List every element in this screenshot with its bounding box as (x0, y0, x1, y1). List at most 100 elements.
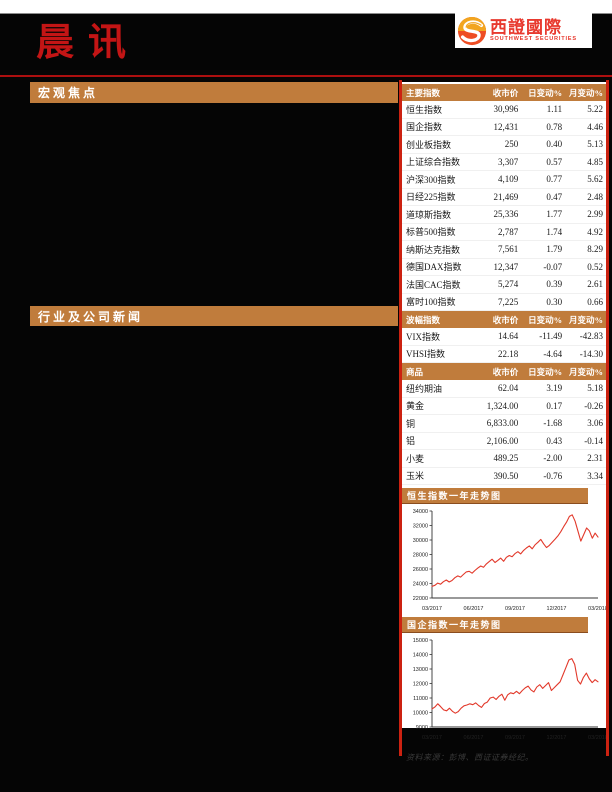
svg-text:14000: 14000 (413, 653, 428, 659)
table-row: 日经225指数 21,469 0.47 2.48 (402, 189, 606, 206)
value-cell: 0.40 (546, 139, 563, 150)
value-cell: 2,787 (498, 226, 519, 237)
value-cell: 2.31 (587, 453, 603, 464)
value-cell: 3.34 (587, 470, 603, 481)
instrument-name-cell: 纽约期油 (406, 383, 443, 394)
value-cell: 0.52 (587, 261, 603, 272)
instrument-name-cell: 纳斯达克指数 (406, 244, 461, 255)
value-cell: -0.26 (584, 400, 603, 411)
column-header-cell: 日变动% (528, 314, 563, 325)
value-cell: 2,106.00 (486, 435, 519, 446)
table-row: 沪深300指数 4,109 0.77 5.62 (402, 171, 606, 189)
table-row: 铝 2,106.00 0.43 -0.14 (402, 433, 606, 450)
value-cell: 62.04 (498, 383, 519, 394)
svg-text:03/2017: 03/2017 (422, 606, 442, 612)
value-cell: -0.14 (584, 435, 603, 446)
value-cell: 5.13 (587, 139, 603, 150)
instrument-name-cell: VHSI指数 (406, 349, 446, 360)
company-logo: 西證國際 SOUTHWEST SECURITIES (455, 13, 592, 48)
value-cell: 5.22 (587, 104, 603, 115)
table-section-header: 波幅指数 收市价 日变动% 月变动% (402, 311, 606, 328)
panel-border-right (606, 80, 609, 756)
svg-text:30000: 30000 (413, 538, 428, 544)
table-row: 纽约期油 62.04 3.19 5.18 (402, 380, 606, 398)
value-cell: 6,833.00 (486, 418, 519, 429)
value-cell: 4.46 (587, 121, 603, 132)
instrument-name-cell: 沪深300指数 (406, 174, 456, 185)
instrument-name-cell: 小麦 (406, 453, 425, 464)
instrument-name-cell: 德国DAX指数 (406, 262, 462, 273)
table-row: 玉米 390.50 -0.76 3.34 (402, 468, 606, 485)
column-header-cell: 收市价 (492, 87, 519, 98)
market-data-panel: 主要指数 收市价 日变动% 月变动% 恒生指数 30,996 1.11 5.22 国企指数 12,… (402, 82, 606, 762)
table-row: 创业板指数 250 0.40 5.13 (402, 136, 606, 154)
instrument-name-cell: 法国CAC指数 (406, 279, 461, 290)
column-header-cell: 月变动% (568, 87, 603, 98)
table-row: 道琼斯指数 25,336 1.77 2.99 (402, 206, 606, 224)
section-header-macro-focus: 宏观焦点 (30, 82, 398, 103)
svg-text:06/2017: 06/2017 (464, 735, 484, 741)
value-cell: -4.64 (543, 348, 563, 359)
hsi-line-chart: 22000 24000 26000 28000 30000 32000 34000 03/20… (413, 509, 606, 612)
logo-name-cn: 西證國際 (490, 17, 562, 37)
table-row: 国企指数 12,431 0.78 4.46 (402, 119, 606, 136)
value-cell: 7,225 (498, 296, 519, 307)
table-row: 铜 6,833.00 -1.68 3.06 (402, 415, 606, 433)
value-cell: 1,324.00 (486, 400, 519, 411)
value-cell: 1.74 (546, 226, 563, 237)
value-cell: 7,561 (498, 244, 519, 255)
value-cell: 4,109 (498, 174, 519, 185)
section-header-industry-news: 行业及公司新闻 (30, 306, 398, 326)
instrument-name-cell: 富时100指数 (406, 297, 456, 308)
value-cell: 21,469 (493, 191, 519, 202)
value-cell: 8.29 (587, 244, 603, 255)
svg-text:06/2017: 06/2017 (464, 606, 484, 612)
value-cell: 489.25 (493, 453, 519, 464)
instrument-name-cell: VIX指数 (406, 331, 440, 342)
value-cell: -11.49 (539, 331, 563, 342)
panel-border-left (399, 80, 402, 756)
table-row: 德国DAX指数 12,347 -0.07 0.52 (402, 259, 606, 276)
source-note: 资料来源：彭博、西证证券经纪。 (406, 753, 534, 762)
index-tables: 主要指数 收市价 日变动% 月变动% 恒生指数 30,996 1.11 5.22 国企指数 12,… (402, 84, 606, 485)
column-header-cell: 月变动% (568, 366, 603, 377)
table-row: 富时100指数 7,225 0.30 0.66 (402, 294, 606, 311)
svg-text:34000: 34000 (413, 509, 428, 515)
instrument-name-cell: 道琼斯指数 (406, 209, 452, 220)
instrument-name-cell: 日经225指数 (406, 192, 456, 203)
table-row: VHSI指数 22.18 -4.64 -14.30 (402, 346, 606, 363)
value-cell: 5.18 (587, 383, 603, 394)
svg-text:03/2018: 03/2018 (588, 606, 606, 612)
value-cell: 2.61 (587, 279, 603, 290)
logo-name-en: SOUTHWEST SECURITIES (490, 35, 577, 42)
table-row: 黄金 1,324.00 0.17 -0.26 (402, 398, 606, 415)
value-cell: 30,996 (493, 104, 519, 115)
instrument-name-cell: 上证综合指数 (406, 157, 461, 168)
value-cell: -1.68 (543, 418, 563, 429)
top-hairline (0, 13, 612, 14)
value-cell: 3.19 (546, 383, 563, 394)
value-cell: 2.99 (587, 209, 603, 220)
instrument-name-cell: 标普500指数 (406, 227, 456, 238)
hscei-line-chart: 9000 10000 11000 12000 13000 14000 15000 03/201… (413, 638, 606, 741)
value-cell: 0.43 (546, 435, 563, 446)
value-cell: 3.06 (587, 418, 603, 429)
column-header-cell: 日变动% (528, 366, 563, 377)
table-row: 法国CAC指数 5,274 0.39 2.61 (402, 276, 606, 294)
value-cell: 5.62 (587, 174, 603, 185)
value-cell: 4.85 (587, 156, 603, 167)
value-cell: 0.17 (546, 400, 563, 411)
svg-text:10000: 10000 (413, 711, 428, 717)
column-header-cell: 收市价 (492, 314, 519, 325)
value-cell: 0.66 (587, 296, 603, 307)
svg-text:03/2017: 03/2017 (422, 735, 442, 741)
value-cell: 12,431 (493, 121, 519, 132)
table-row: 上证综合指数 3,307 0.57 4.85 (402, 154, 606, 171)
svg-text:28000: 28000 (413, 553, 428, 559)
value-cell: -14.30 (579, 348, 603, 359)
value-cell: 1.77 (546, 209, 563, 220)
svg-text:24000: 24000 (413, 582, 428, 588)
table-section-header: 主要指数 收市价 日变动% 月变动% (402, 84, 606, 101)
value-cell: 3,307 (498, 156, 519, 167)
header-divider-rule (0, 75, 612, 77)
